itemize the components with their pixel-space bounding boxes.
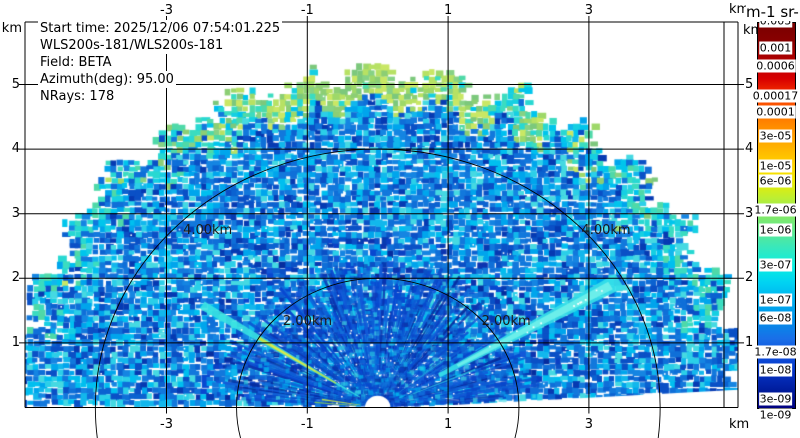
- colorbar-tick-label: 1e-06: [758, 223, 793, 237]
- y-axis-right-tick-label: 1: [745, 334, 754, 350]
- y-axis-left-unit: km: [1, 21, 22, 36]
- colorbar-tick-label: 1.7e-06: [753, 203, 798, 217]
- colorbar-tick-label: 0.001: [758, 41, 793, 55]
- range-ring-label: 4.00km: [581, 222, 631, 238]
- scan-info-block: Start time: 2025/12/06 07:54:01.225 WLS2…: [38, 20, 283, 105]
- colorbar-tick-label: 6e-08: [758, 311, 793, 325]
- y-axis-left-tick-label: 3: [11, 205, 20, 221]
- y-axis-left-tick-label: 2: [11, 270, 20, 286]
- x-axis-top-tick-label: 1: [443, 3, 453, 18]
- scan-field: Field: BETA: [38, 54, 114, 71]
- x-axis-top-unit: km: [729, 2, 750, 17]
- range-ring-label: 2.00km: [282, 314, 333, 330]
- y-axis-left-tick-label: 4: [11, 141, 20, 157]
- colorbar-unit-label: m-1 sr-1: [746, 3, 800, 21]
- colorbar-tick-label: 3e-07: [758, 258, 793, 272]
- colorbar-tick-label: 1e-05: [758, 159, 793, 173]
- colorbar-tick-label: 0.0001: [755, 105, 796, 119]
- colorbar-tick-label: 1e-09: [758, 408, 793, 422]
- colorbar-tick-label: 0.00017: [751, 89, 800, 103]
- colorbar-tick-label: 1e-08: [758, 363, 793, 377]
- scan-instrument: WLS200s-181/WLS200s-181: [38, 37, 226, 54]
- colorbar-tick-label: 3e-09: [758, 392, 793, 406]
- scan-nrays: NRays: 178: [38, 88, 117, 105]
- scan-start-time: Start time: 2025/12/06 07:54:01.225: [38, 20, 283, 37]
- x-axis-top-tick-label: -1: [300, 3, 314, 18]
- scan-azimuth: Azimuth(deg): 95.00: [38, 71, 176, 88]
- colorbar-tick-label: 1e-07: [758, 293, 793, 307]
- range-ring-label: 4.00km: [183, 222, 233, 238]
- y-axis-right-tick-label: 2: [745, 270, 754, 286]
- x-axis-top-tick-label: -3: [160, 3, 173, 18]
- y-axis-right-tick-label: 5: [745, 76, 754, 92]
- x-axis-bottom-tick-label: -1: [300, 417, 314, 432]
- x-axis-bottom-unit: km: [729, 417, 750, 432]
- y-axis-left-tick-label: 1: [11, 334, 20, 350]
- y-axis-right-tick-label: 4: [745, 141, 754, 157]
- y-axis-left-tick-label: 5: [11, 76, 20, 92]
- colorbar-tick-label: 6e-06: [758, 174, 793, 188]
- x-axis-bottom-tick-label: 3: [584, 417, 594, 432]
- colorbar-tick-label: 3e-05: [758, 129, 793, 143]
- x-axis-bottom-tick-label: 1: [443, 417, 453, 432]
- colorbar-tick-label: 1.7e-08: [753, 345, 798, 359]
- colorbar-tick-label: 0.0006: [755, 59, 796, 73]
- x-axis-top-tick-label: 3: [584, 3, 594, 18]
- range-ring-label: 2.00km: [481, 314, 531, 330]
- y-axis-right-tick-label: 3: [745, 205, 754, 221]
- x-axis-bottom-tick-label: -3: [160, 417, 173, 432]
